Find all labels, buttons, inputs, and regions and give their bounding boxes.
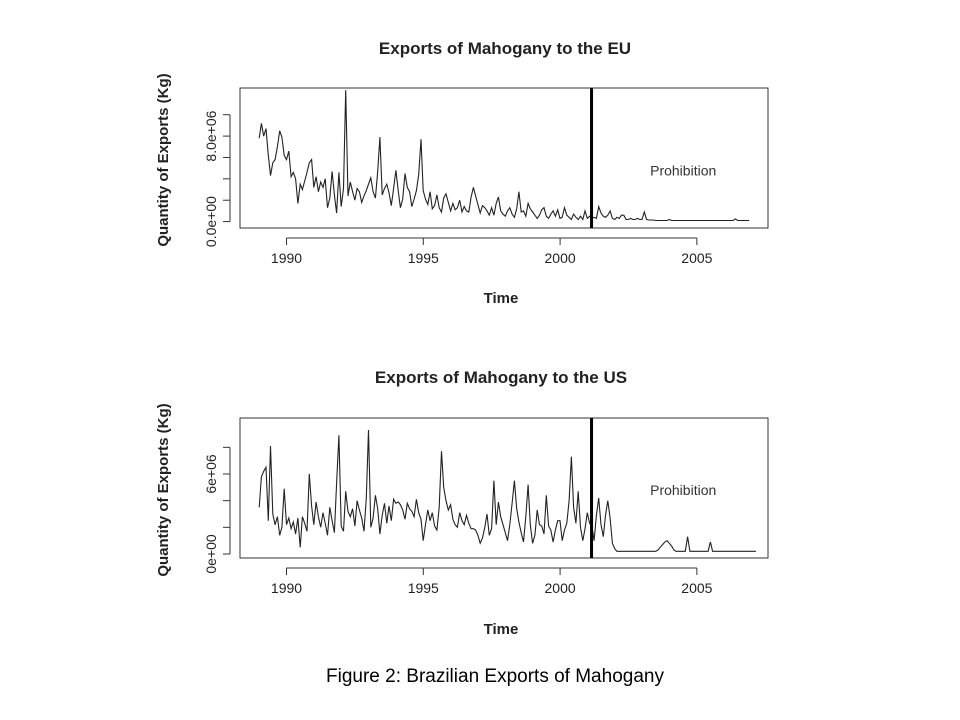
us-chart-title: Exports of Mahogany to the US bbox=[375, 368, 627, 387]
us-x-ticks: 1990 1995 2000 2005 bbox=[271, 567, 713, 596]
eu-x-tick-label: 2000 bbox=[545, 250, 576, 266]
us-x-tick-label: 2005 bbox=[681, 580, 712, 596]
eu-series-line bbox=[258, 90, 750, 222]
us-x-tick-label: 2000 bbox=[545, 580, 576, 596]
us-y-ticks: 0e+00 6e+06 bbox=[203, 446, 231, 574]
us-x-tick-label: 1990 bbox=[271, 580, 302, 596]
eu-plot-frame bbox=[239, 87, 769, 229]
eu-chart: Exports of Mahogany to the EU 0.0e+00 8.0… bbox=[155, 39, 769, 307]
us-y-tick-label: 6e+06 bbox=[203, 454, 219, 494]
us-prohibition-label: Prohibition bbox=[650, 482, 716, 498]
eu-y-ticks: 0.0e+00 8.0e+06 bbox=[203, 110, 231, 247]
eu-chart-title: Exports of Mahogany to the EU bbox=[379, 39, 631, 58]
eu-x-axis-label: Time bbox=[484, 290, 519, 307]
us-chart: Exports of Mahogany to the US 0e+00 6e+06… bbox=[155, 368, 769, 638]
eu-prohibition-label: Prohibition bbox=[650, 162, 716, 178]
eu-x-tick-label: 1990 bbox=[271, 250, 302, 266]
eu-y-axis-label: Quantity of Exports (Kg) bbox=[155, 73, 172, 246]
us-x-axis-label: Time bbox=[484, 621, 519, 638]
eu-x-ticks: 1990 1995 2000 2005 bbox=[271, 237, 713, 266]
figure-caption: Figure 2: Brazilian Exports of Mahogany bbox=[326, 666, 664, 687]
us-x-tick-label: 1995 bbox=[408, 580, 439, 596]
us-series-line bbox=[258, 429, 756, 552]
eu-y-tick-label: 8.0e+06 bbox=[203, 110, 219, 161]
eu-y-tick-label: 0.0e+00 bbox=[203, 196, 219, 247]
eu-x-tick-label: 2005 bbox=[681, 250, 712, 266]
us-y-tick-label: 0e+00 bbox=[203, 534, 219, 574]
us-y-axis-label: Quantity of Exports (Kg) bbox=[155, 403, 172, 576]
eu-x-tick-label: 1995 bbox=[408, 250, 439, 266]
us-plot-frame bbox=[239, 417, 769, 559]
